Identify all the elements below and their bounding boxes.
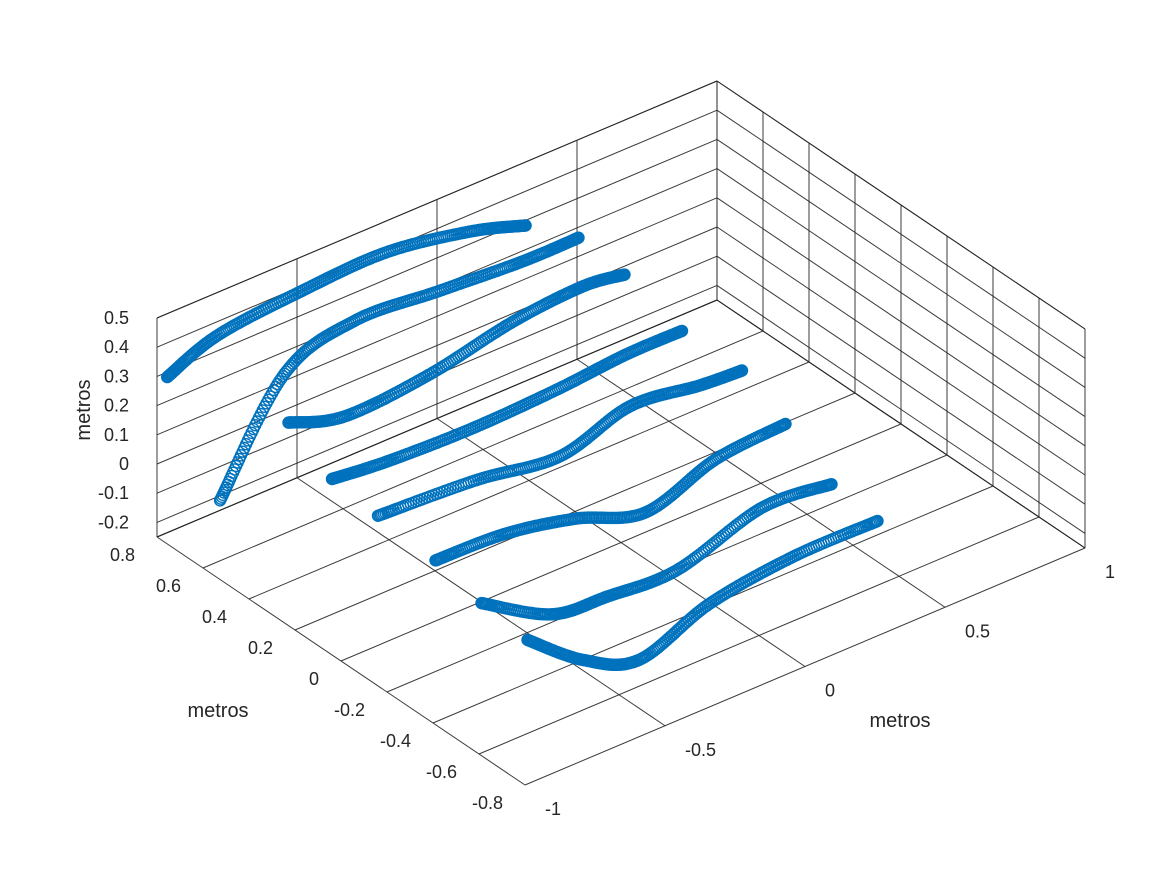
grid-lines: [156, 80, 1086, 786]
floor-grid-line: [248, 361, 810, 600]
data-marker: [675, 324, 689, 338]
back-wall-grid-line: [156, 197, 718, 436]
z-tick-label: 0.1: [104, 425, 129, 445]
z-tick-label: 0.5: [104, 308, 129, 328]
data-marker: [572, 231, 585, 244]
y-tick-label: -0.6: [426, 762, 457, 782]
y-tick-label: 0.2: [248, 638, 273, 658]
floor-grid-line: [524, 547, 1086, 786]
data-marker: [618, 268, 631, 281]
data-marker: [519, 219, 532, 232]
side-wall-grid-line: [716, 284, 1086, 534]
tick-labels: -1 -0.5 0 0.5 1 -0.8 -0.6 -0.4 -0.2 0 0.2 0.4 0.6 0.8…: [98, 308, 1115, 819]
side-wall-grid-line: [716, 168, 1086, 418]
z-tick-label: 0: [119, 454, 129, 474]
y-tick-label: -0.8: [472, 793, 503, 813]
y-tick-label: -0.2: [334, 700, 365, 720]
back-wall-grid-line: [156, 138, 718, 377]
y-tick-label: 0.4: [202, 607, 227, 627]
back-wall-grid-line: [156, 80, 718, 319]
data-marker: [735, 515, 748, 528]
z-tick-label: -0.2: [98, 512, 129, 532]
y-tick-label: -0.4: [380, 731, 411, 751]
x-tick-label: -1: [545, 799, 561, 819]
back-wall-grid-line: [156, 109, 718, 348]
side-wall-grid-line: [716, 255, 1086, 505]
data-marker: [735, 364, 749, 377]
x-tick-label: 0: [825, 681, 835, 701]
side-wall-grid-line: [716, 138, 1086, 388]
x-axis-label: metros: [869, 710, 930, 732]
data-marker: [779, 417, 792, 431]
y-tick-label: 0: [309, 669, 319, 689]
side-wall-grid-line: [716, 226, 1086, 476]
y-tick-label: 0.6: [156, 576, 181, 596]
side-wall-grid-line: [716, 197, 1086, 447]
data-marker: [825, 478, 838, 491]
side-wall-grid-line: [716, 299, 1086, 549]
floor-grid-line: [478, 516, 1040, 755]
back-wall-grid-line: [156, 299, 718, 538]
floor-grid-line: [202, 330, 764, 569]
data-marker: [871, 514, 884, 528]
data-markers: [160, 219, 884, 671]
z-tick-label: 0.4: [104, 337, 129, 357]
z-tick-label: 0.3: [104, 366, 129, 386]
side-wall-grid-line: [716, 109, 1086, 359]
y-tick-label: 0.8: [110, 545, 135, 565]
z-tick-label: 0.2: [104, 396, 129, 416]
z-axis-label: metros: [73, 379, 95, 440]
x-tick-label: 1: [1105, 562, 1115, 582]
x-tick-label: 0.5: [965, 621, 990, 641]
z-tick-label: -0.1: [98, 483, 129, 503]
y-axis-label: metros: [187, 700, 248, 722]
x-tick-label: -0.5: [685, 740, 716, 760]
floor-grid-line: [340, 423, 902, 662]
back-wall-grid-line: [156, 284, 718, 523]
side-wall-grid-line: [716, 80, 1086, 330]
data-marker: [683, 555, 696, 569]
